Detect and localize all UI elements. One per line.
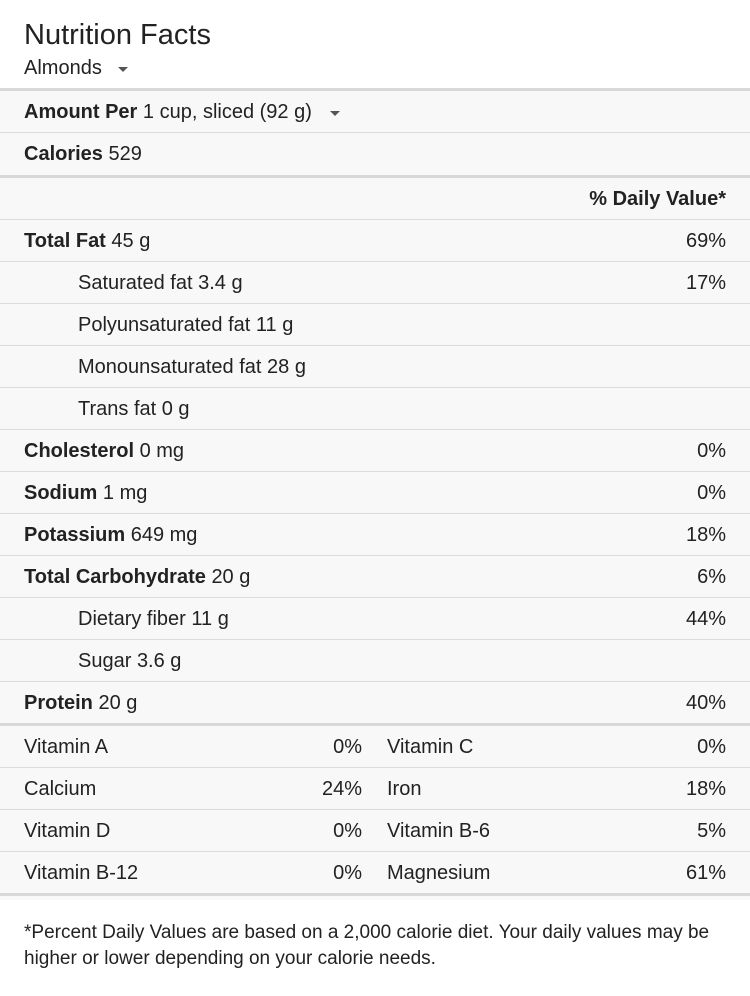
calories-value: 529 [108,143,142,165]
nutrient-row: Polyunsaturated fat 11 g [0,304,750,346]
nutrient-text: Trans fat 0 g [78,388,190,430]
nutrient-amount: 45 g [111,230,151,252]
nutrient-row: Potassium 649 mg 18% [0,514,750,556]
nutrient-name: Protein [24,692,93,714]
daily-value-header-row: % Daily Value* [0,178,750,220]
chevron-down-icon [329,110,340,116]
vitamin-row: Vitamin B-12 0% Magnesium 61% [0,852,750,896]
nutrient-name: Monounsaturated fat [78,356,262,378]
nutrient-name: Dietary fiber [78,608,186,630]
vitamin-dv: 0% [333,820,362,842]
nutrient-name: Saturated fat [78,272,193,294]
vitamin-dv: 0% [333,736,362,758]
vitamin-dv: 24% [321,778,362,800]
nutrient-row: Dietary fiber 11 g 44% [0,598,750,640]
nutrient-row: Total Fat 45 g 69% [0,220,750,262]
nutrient-text: Total Carbohydrate 20 g [24,556,250,598]
nutrient-dv: 40% [685,692,726,714]
page-title: Nutrition Facts [24,19,211,51]
nutrition-header: Nutrition Facts Almonds [0,0,750,88]
nutrient-row: Monounsaturated fat 28 g [0,346,750,388]
vitamin-name: Iron [387,778,422,800]
nutrient-name: Total Fat [24,230,106,252]
nutrient-amount: 28 g [267,356,306,378]
food-name: Almonds [24,57,102,79]
food-selector[interactable]: Almonds [24,55,128,81]
chevron-down-icon [117,66,128,72]
daily-value-header: % Daily Value* [589,188,726,210]
vitamin-name: Vitamin C [387,736,474,758]
nutrient-dv: 18% [685,524,726,546]
nutrient-dv: 0% [697,482,726,504]
nutrient-row: Cholesterol 0 mg 0% [0,430,750,472]
nutrient-dv: 6% [697,566,726,588]
nutrient-text: Dietary fiber 11 g [78,598,229,640]
nutrient-dv: 0% [697,440,726,462]
vitamin-dv: 0% [333,862,362,884]
nutrient-text: Sugar 3.6 g [78,640,181,682]
nutrient-amount: 0 mg [139,440,185,462]
nutrient-text: Protein 20 g [24,682,137,724]
vitamin-name: Vitamin D [24,820,111,842]
daily-value-footnote: *Percent Daily Values are based on a 2,0… [24,922,710,969]
nutrient-text: Total Fat 45 g [24,220,150,262]
vitamin-name: Calcium [24,778,97,800]
amount-per-row: Amount Per 1 cup, sliced (92 g) [0,91,750,133]
nutrient-amount: 1 mg [102,482,148,504]
nutrient-amount: 20 g [98,692,138,714]
nutrient-dv: 17% [685,272,726,294]
vitamin-dv: 5% [697,820,726,842]
calories-text: Calories 529 [24,133,142,175]
nutrient-amount: 0 g [161,398,190,420]
nutrient-text: Cholesterol 0 mg [24,430,184,472]
vitamin-dv: 0% [697,736,726,758]
nutrient-amount: 20 g [211,566,251,588]
vitamin-name: Magnesium [387,862,491,884]
nutrient-amount: 11 g [255,314,294,336]
nutrient-amount: 649 mg [130,524,198,546]
nutrient-name: Sodium [24,482,98,504]
vitamin-name: Vitamin B-6 [387,820,491,842]
nutrient-dv: 44% [685,608,726,630]
nutrient-name: Cholesterol [24,440,135,462]
nutrient-row: Saturated fat 3.4 g 17% [0,262,750,304]
nutrient-name: Total Carbohydrate [24,566,206,588]
nutrient-text: Potassium 649 mg [24,514,197,556]
vitamin-dv: 61% [685,862,726,884]
nutrient-name: Trans fat [78,398,157,420]
vitamin-row: Calcium 24% Iron 18% [0,768,750,810]
nutrient-name: Polyunsaturated fat [78,314,251,336]
nutrient-row: Sodium 1 mg 0% [0,472,750,514]
amount-per-label: Amount Per [24,101,138,123]
nutrient-text: Saturated fat 3.4 g [78,262,243,304]
vitamin-row: Vitamin A 0% Vitamin C 0% [0,726,750,768]
nutrient-amount: 11 g [191,608,229,630]
nutrient-name: Sugar [78,650,132,672]
vitamin-name: Vitamin B-12 [24,862,139,884]
vitamin-name: Vitamin A [24,736,109,758]
calories-label: Calories [24,143,103,165]
nutrient-text: Polyunsaturated fat 11 g [78,304,293,346]
serving-size: 1 cup, sliced (92 g) [142,101,312,123]
nutrient-text: Monounsaturated fat 28 g [78,346,306,388]
vitamin-dv: 18% [685,778,726,800]
nutrient-row: Protein 20 g 40% [0,682,750,726]
nutrition-panel: Amount Per 1 cup, sliced (92 g) Calories… [0,88,750,900]
serving-size-selector[interactable]: Amount Per 1 cup, sliced (92 g) [24,91,340,133]
nutrient-name: Potassium [24,524,126,546]
nutrient-row: Total Carbohydrate 20 g 6% [0,556,750,598]
nutrient-text: Sodium 1 mg [24,472,147,514]
nutrient-dv: 69% [685,230,726,252]
nutrient-row: Trans fat 0 g [0,388,750,430]
nutrient-row: Sugar 3.6 g [0,640,750,682]
nutrient-amount: 3.4 g [198,272,243,294]
nutrient-amount: 3.6 g [136,650,182,672]
calories-row: Calories 529 [0,133,750,178]
vitamin-row: Vitamin D 0% Vitamin B-6 5% [0,810,750,852]
